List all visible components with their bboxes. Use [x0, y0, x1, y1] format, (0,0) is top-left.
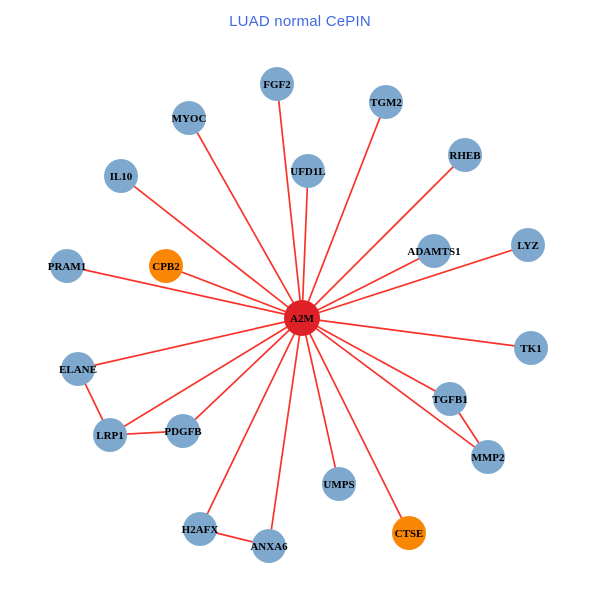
node-label-ADAMTS1: ADAMTS1: [407, 246, 460, 258]
node-circle-FGF2: [260, 67, 294, 101]
node-label-PDGFB: PDGFB: [164, 426, 202, 438]
node-circle-MYOC: [172, 101, 206, 135]
node-circle-IL10: [104, 159, 138, 193]
edge-A2M-LRP1: [109, 317, 303, 436]
edge-A2M-MMP2: [301, 317, 489, 458]
edge-A2M-ELANE: [77, 317, 303, 370]
node-circle-H2AFX: [183, 512, 217, 546]
node-UFD1L: UFD1L: [290, 154, 326, 188]
node-label-TGFB1: TGFB1: [432, 394, 467, 406]
node-MYOC: MYOC: [172, 101, 207, 135]
node-label-CTSE: CTSE: [395, 528, 424, 540]
node-label-RHEB: RHEB: [449, 150, 481, 162]
edge-A2M-TK1: [301, 317, 532, 349]
node-CPB2: CPB2: [149, 249, 183, 283]
node-label-A2M: A2M: [290, 313, 314, 325]
edge-A2M-FGF2: [276, 83, 303, 319]
node-label-LYZ: LYZ: [517, 240, 539, 252]
edge-A2M-TGFB1: [301, 317, 451, 400]
node-ELANE: ELANE: [59, 352, 97, 386]
node-circle-LYZ: [511, 228, 545, 262]
edge-A2M-ADAMTS1: [301, 250, 435, 319]
node-label-ANXA6: ANXA6: [250, 541, 288, 553]
node-LYZ: LYZ: [511, 228, 545, 262]
node-label-FGF2: FGF2: [263, 79, 291, 91]
node-label-TGM2: TGM2: [370, 97, 402, 109]
node-circle-UFD1L: [291, 154, 325, 188]
node-circle-RHEB: [448, 138, 482, 172]
node-circle-ANXA6: [252, 529, 286, 563]
node-label-ELANE: ELANE: [59, 364, 97, 376]
node-circle-ELANE: [61, 352, 95, 386]
node-circle-UMPS: [322, 467, 356, 501]
node-PRAM1: PRAM1: [48, 249, 87, 283]
edge-A2M-RHEB: [301, 154, 466, 319]
node-ADAMTS1: ADAMTS1: [407, 234, 461, 268]
node-circle-TGM2: [369, 85, 403, 119]
edge-A2M-LYZ: [301, 244, 529, 319]
node-CTSE: CTSE: [392, 516, 426, 550]
node-label-IL10: IL10: [110, 171, 133, 183]
edge-A2M-CPB2: [165, 265, 303, 319]
node-circle-CPB2: [149, 249, 183, 283]
node-TGM2: TGM2: [369, 85, 403, 119]
node-label-MYOC: MYOC: [172, 113, 207, 125]
node-ANXA6: ANXA6: [250, 529, 288, 563]
node-TK1: TK1: [514, 331, 548, 365]
node-label-LRP1: LRP1: [96, 430, 124, 442]
node-RHEB: RHEB: [448, 138, 482, 172]
edge-A2M-ANXA6: [268, 317, 303, 547]
node-circle-PRAM1: [50, 249, 84, 283]
node-circle-A2M: [284, 300, 320, 336]
node-PDGFB: PDGFB: [164, 414, 202, 448]
node-label-UMPS: UMPS: [323, 479, 354, 491]
node-circle-CTSE: [392, 516, 426, 550]
node-IL10: IL10: [104, 159, 138, 193]
edge-A2M-UMPS: [301, 317, 340, 485]
edge-A2M-CTSE: [301, 317, 410, 534]
node-label-CPB2: CPB2: [152, 261, 180, 273]
node-circle-PDGFB: [166, 414, 200, 448]
node-A2M: A2M: [284, 300, 320, 336]
node-label-H2AFX: H2AFX: [182, 524, 219, 536]
node-H2AFX: H2AFX: [182, 512, 219, 546]
edge-A2M-PDGFB: [182, 317, 303, 432]
edge-A2M-IL10: [120, 175, 303, 319]
node-TGFB1: TGFB1: [432, 382, 468, 416]
nodes-layer: A2M FGF2 TGM2 MYOC RHEB IL10 UFD1L LYZ ADAMTS1 PR…: [48, 67, 548, 563]
edge-A2M-TGM2: [301, 101, 387, 319]
node-LRP1: LRP1: [93, 418, 127, 452]
edge-A2M-PRAM1: [66, 265, 303, 319]
node-label-UFD1L: UFD1L: [290, 166, 325, 178]
node-circle-TK1: [514, 331, 548, 365]
edge-A2M-H2AFX: [199, 317, 303, 530]
edge-A2M-MYOC: [188, 117, 303, 319]
node-circle-MMP2: [471, 440, 505, 474]
node-label-MMP2: MMP2: [472, 452, 505, 464]
node-label-PRAM1: PRAM1: [48, 261, 87, 273]
node-circle-TGFB1: [433, 382, 467, 416]
node-label-TK1: TK1: [520, 343, 541, 355]
plot-title: LUAD normal CePIN: [229, 13, 371, 30]
edge-A2M-UFD1L: [301, 170, 309, 319]
node-UMPS: UMPS: [322, 467, 356, 501]
node-circle-LRP1: [93, 418, 127, 452]
node-FGF2: FGF2: [260, 67, 294, 101]
node-MMP2: MMP2: [471, 440, 505, 474]
node-circle-ADAMTS1: [417, 234, 451, 268]
